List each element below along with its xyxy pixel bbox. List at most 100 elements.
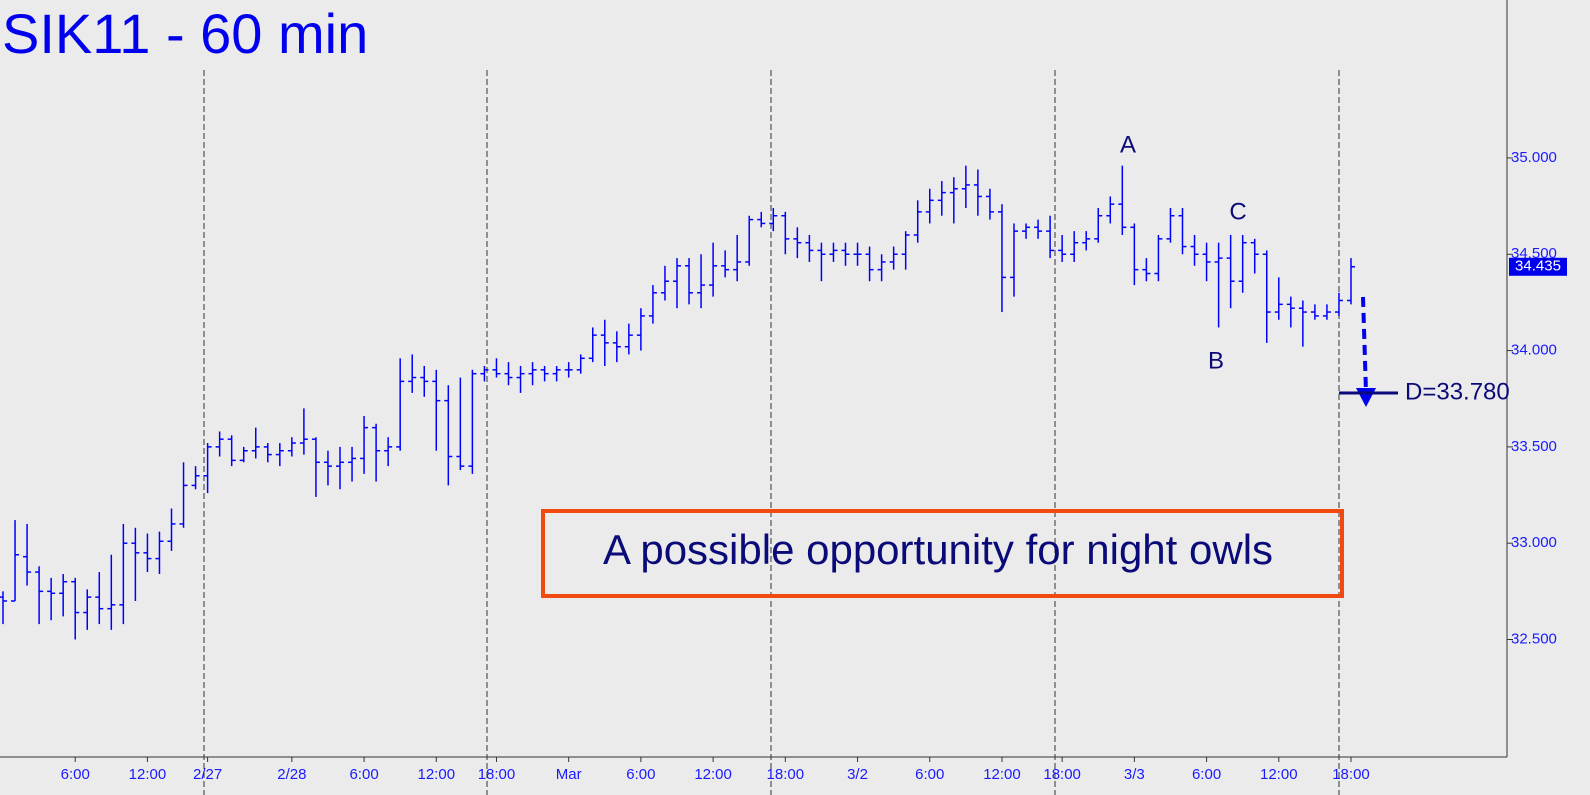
callout-text: A possible opportunity for night owls <box>603 526 1273 573</box>
ohlc-bar <box>721 250 730 278</box>
ohlc-bar <box>1214 242 1223 328</box>
ohlc-bar <box>456 377 465 470</box>
ohlc-bar <box>83 589 92 630</box>
ohlc-bar <box>793 227 802 259</box>
ohlc-bar <box>179 462 188 528</box>
ohlc-bar <box>949 177 958 224</box>
ohlc-bar <box>877 254 886 282</box>
ohlc-bar <box>287 437 296 457</box>
ohlc-bar <box>360 416 369 474</box>
ohlc-bar <box>648 285 657 324</box>
ohlc-bar <box>685 258 694 305</box>
annotation: C <box>1229 198 1246 225</box>
x-tick-label: 18:00 <box>1043 766 1081 783</box>
ohlc-bar <box>155 531 164 575</box>
ohlc-bar <box>624 323 633 355</box>
target-label: D=33.780 <box>1405 378 1510 405</box>
ohlc-bar <box>1322 304 1331 320</box>
ohlc-bar <box>1010 223 1018 297</box>
ohlc-bar <box>1250 238 1259 274</box>
ohlc-bar <box>35 566 44 625</box>
x-tick-label: 6:00 <box>349 766 378 783</box>
callout-box <box>541 509 1344 598</box>
x-tick-label: 12:00 <box>694 766 732 783</box>
y-tick-label: 32.500 <box>1511 630 1557 647</box>
x-tick-label: 12:00 <box>129 766 167 783</box>
ohlc-bar <box>215 431 224 457</box>
ohlc-bar <box>59 574 68 617</box>
x-tick-label: 12:00 <box>983 766 1021 783</box>
ohlc-bar <box>71 577 80 640</box>
y-tick-label: 33.000 <box>1511 534 1557 551</box>
ohlc-bar <box>1274 277 1283 320</box>
ohlc-bar <box>47 577 56 621</box>
ohlc-bar <box>384 437 393 467</box>
ohlc-bar <box>1202 242 1211 282</box>
ohlc-bar <box>745 215 754 266</box>
ohlc-bar <box>275 443 284 467</box>
ohlc-bar <box>1154 234 1163 282</box>
ohlc-bar <box>1286 296 1295 328</box>
ohlc-bar <box>251 427 260 459</box>
arrow <box>1356 296 1376 407</box>
ohlc-bar <box>348 446 357 482</box>
ohlc-bar <box>588 327 597 363</box>
ohlc-bar <box>468 369 477 474</box>
session-separators <box>203 70 1340 795</box>
ohlc-bar <box>1034 219 1043 239</box>
ohlc-bar <box>600 319 609 366</box>
x-tick-label: 18:00 <box>767 766 805 783</box>
ohlc-bar <box>1190 234 1199 266</box>
ohlc-bar <box>203 443 212 494</box>
y-tick-label: 33.500 <box>1511 438 1557 455</box>
ohlc-bar <box>239 446 248 463</box>
ohlc-bar <box>576 354 585 374</box>
x-tick-label: 12:00 <box>1260 766 1298 783</box>
ohlc-bar <box>408 354 417 393</box>
ohlc-bar <box>1310 304 1319 320</box>
ohlc-bar <box>107 554 116 630</box>
ohlc-bar <box>709 242 718 297</box>
ohlc-bar <box>444 385 453 486</box>
ohlc-bar <box>781 211 790 255</box>
ohlc-bar <box>1226 234 1235 309</box>
ohlc-bar <box>167 508 176 551</box>
last-price-box <box>1509 257 1567 276</box>
ohlc-bar <box>1347 258 1355 305</box>
ohlc-bar <box>119 523 128 625</box>
annotation: A <box>1120 131 1136 158</box>
ohlc-bar <box>925 188 934 224</box>
ohlc-bar <box>973 169 982 216</box>
x-tick-label: 2/28 <box>277 766 306 783</box>
ohlc-bar <box>673 258 681 309</box>
ohlc-bar <box>1022 223 1031 239</box>
ohlc-bar <box>1334 292 1343 316</box>
ohlc-bar <box>1094 208 1103 243</box>
ohlc-bar <box>552 365 561 382</box>
y-tick-label: 34.000 <box>1511 342 1557 359</box>
ohlc-bar <box>660 265 669 301</box>
x-tick-label: 18:00 <box>478 766 516 783</box>
ohlc-bar <box>769 208 778 232</box>
last-price-label: 34.435 <box>1515 258 1561 275</box>
ohlc-bar <box>612 331 621 363</box>
ohlc-bar <box>11 520 20 602</box>
x-tick-label: Mar <box>556 766 582 783</box>
ohlc-bar <box>913 200 922 243</box>
x-tick-label: 3/3 <box>1124 766 1145 783</box>
ohlc-bar <box>227 435 236 467</box>
ohlc-bar <box>1070 231 1079 262</box>
ohlc-bar <box>1142 258 1151 282</box>
ohlc-bar <box>1106 196 1115 224</box>
ohlc-bar <box>697 254 706 309</box>
ohlc-bar <box>805 234 814 262</box>
ohlc-bar <box>323 450 332 486</box>
ohlc-bar <box>1166 208 1175 243</box>
arrow-head <box>1356 388 1376 407</box>
ohlc-bar <box>372 423 381 482</box>
ohlc-bar <box>1298 300 1307 347</box>
ohlc-bar <box>817 242 826 282</box>
x-tick-label: 3/2 <box>847 766 868 783</box>
